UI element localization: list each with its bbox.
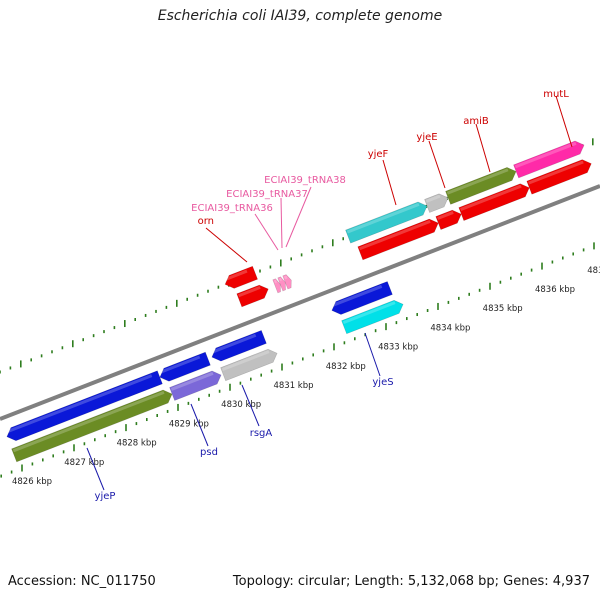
ruler-label: 4826 kbp	[12, 477, 52, 487]
gene-arrow	[272, 278, 281, 294]
ruler-label: 4831 kbp	[273, 381, 313, 391]
gene-arrow-highlight	[12, 390, 165, 453]
gene-arrow-highlight	[223, 269, 248, 282]
gene-arrow-highlight	[446, 168, 509, 195]
ruler-label: 4828 kbp	[117, 439, 157, 449]
gene-arrow	[445, 167, 517, 205]
gene-arrow	[169, 370, 222, 401]
accession-label: Accession: NC_011750	[8, 574, 156, 589]
gene-arrow	[513, 140, 585, 179]
ruler-label: 4834 kbp	[430, 323, 470, 333]
gene-arrow	[6, 370, 163, 442]
gene-arrow-highlight	[346, 202, 420, 234]
leader-line	[428, 140, 446, 189]
leader-line	[241, 384, 260, 427]
gene-arrow	[159, 351, 211, 382]
gene-arrow	[224, 265, 258, 289]
gene-arrow	[220, 348, 278, 382]
gene-arrow-highlight	[342, 301, 396, 325]
leader-line	[285, 186, 312, 248]
gene-arrow	[277, 276, 286, 292]
gene-label: ECIAI39_tRNA36	[191, 203, 273, 214]
gene-label: yjeP	[95, 491, 116, 502]
gene-arrow-highlight	[238, 286, 261, 298]
gene-arrow	[435, 209, 462, 230]
gene-arrow	[341, 299, 404, 335]
gene-arrow-highlight	[330, 284, 383, 308]
leader-line	[86, 447, 105, 491]
leader-line	[475, 123, 491, 173]
gene-arrow	[526, 159, 592, 195]
gene-arrow	[458, 183, 530, 222]
gene-label: yjeE	[416, 132, 437, 143]
gene-label: rsgA	[250, 428, 273, 439]
gene-arrow-highlight	[5, 374, 153, 434]
leader-line	[280, 197, 283, 249]
ruler-label: 4829 kbp	[169, 419, 209, 429]
gene-label: ECIAI39_tRNA37	[226, 189, 308, 200]
leader-line	[205, 227, 248, 263]
leader-line	[382, 159, 397, 206]
genome-summary: Topology: circular; Length: 5,132,068 bp…	[232, 574, 590, 589]
gene-arrow-highlight	[514, 141, 577, 169]
gene-label: amiB	[463, 116, 489, 127]
ruler-label: 4835 kbp	[483, 304, 523, 314]
gene-arrow	[357, 218, 439, 261]
leader-line	[190, 403, 209, 447]
ruler-labels: 4826 kbp 4827 kbp 4828 kbp 4829 kbp 4830 kbp…	[12, 266, 600, 487]
gene-arrow	[282, 274, 292, 290]
ruler-label: 4833 kbp	[378, 343, 418, 353]
gene-arrow	[345, 201, 428, 244]
gene-features	[5, 140, 592, 463]
gene-label: psd	[200, 447, 218, 458]
gene-arrow-highlight	[359, 219, 431, 251]
ruler-label: 4827 kbp	[64, 458, 104, 468]
ruler-label: 4836 kbp	[535, 285, 575, 295]
gene-label: yjeS	[372, 377, 393, 388]
gene-arrow	[236, 284, 269, 308]
leader-line	[254, 213, 279, 251]
gene-arrow-highlight	[158, 355, 201, 375]
leader-line	[555, 95, 573, 148]
gene-arrow	[331, 281, 393, 315]
gene-label: ECIAI39_tRNA38	[264, 175, 346, 186]
gene-label: mutL	[543, 89, 569, 100]
map-title: Escherichia coli IAI39, complete genome	[157, 8, 443, 24]
gene-arrow	[211, 329, 267, 362]
gene-arrow-highlight	[279, 277, 282, 282]
gene-label: yjeF	[368, 149, 389, 160]
gene-arrow-highlight	[274, 279, 277, 284]
gene-arrow-highlight	[221, 350, 270, 372]
gene-arrow-highlight	[210, 333, 257, 354]
inner-ruler-ticks	[0, 242, 595, 478]
gene-arrow-highlight	[528, 160, 584, 185]
ruler-label: 4832 kbp	[326, 362, 366, 372]
ruler-label: 4837 kbp	[587, 266, 600, 276]
ruler-label: 4830 kbp	[221, 400, 261, 410]
gene-arrow-highlight	[437, 211, 454, 220]
genome-backbone	[0, 184, 600, 421]
gene-arrow-highlight	[284, 275, 288, 280]
gene-arrow-highlight	[460, 184, 522, 211]
gene-label: orn	[198, 216, 214, 227]
leader-line	[364, 332, 381, 377]
gene-arrow-highlight	[425, 194, 441, 203]
gene-arrow	[11, 389, 173, 463]
gene-arrow-highlight	[170, 371, 214, 391]
gene-labels: mutL amiB yjeE yjeF orn ECIAI39_tRNA36 ECIAI39…	[86, 89, 573, 502]
gene-arrow	[424, 193, 449, 213]
